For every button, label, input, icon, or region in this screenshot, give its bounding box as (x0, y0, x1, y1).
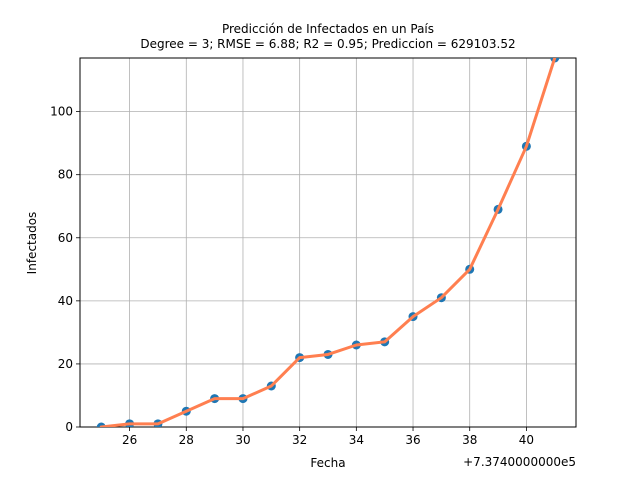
y-tick-label: 20 (58, 357, 73, 371)
grid (80, 58, 576, 428)
plot-frame (79, 57, 577, 428)
y-tick-label: 60 (58, 231, 73, 245)
y-axis-ticks: 0 20 40 60 80 100 (50, 105, 80, 434)
y-tick-label: 100 (50, 105, 73, 119)
x-tick-label: 34 (349, 433, 364, 447)
x-tick-label: 26 (122, 433, 137, 447)
chart-title: Predicción de Infectados en un País (222, 22, 434, 36)
x-axis-offset-label: +7.3740000000e5 (463, 455, 576, 469)
y-tick-label: 40 (58, 294, 73, 308)
y-tick-label: 0 (65, 420, 73, 434)
x-tick-label: 40 (519, 433, 534, 447)
fit-line (99, 58, 557, 427)
line-series (99, 58, 557, 427)
y-axis-label: Infectados (25, 212, 39, 275)
x-axis-label: Fecha (310, 456, 345, 470)
x-tick-label: 28 (179, 433, 194, 447)
x-tick-label: 38 (462, 433, 477, 447)
x-tick-label: 30 (235, 433, 250, 447)
y-tick-label: 80 (58, 168, 73, 182)
chart-subtitle: Degree = 3; RMSE = 6.88; R2 = 0.95; Pred… (140, 37, 515, 51)
x-axis-ticks: 26 28 30 32 34 36 38 40 (122, 427, 534, 447)
x-tick-label: 36 (405, 433, 420, 447)
x-tick-label: 32 (292, 433, 307, 447)
